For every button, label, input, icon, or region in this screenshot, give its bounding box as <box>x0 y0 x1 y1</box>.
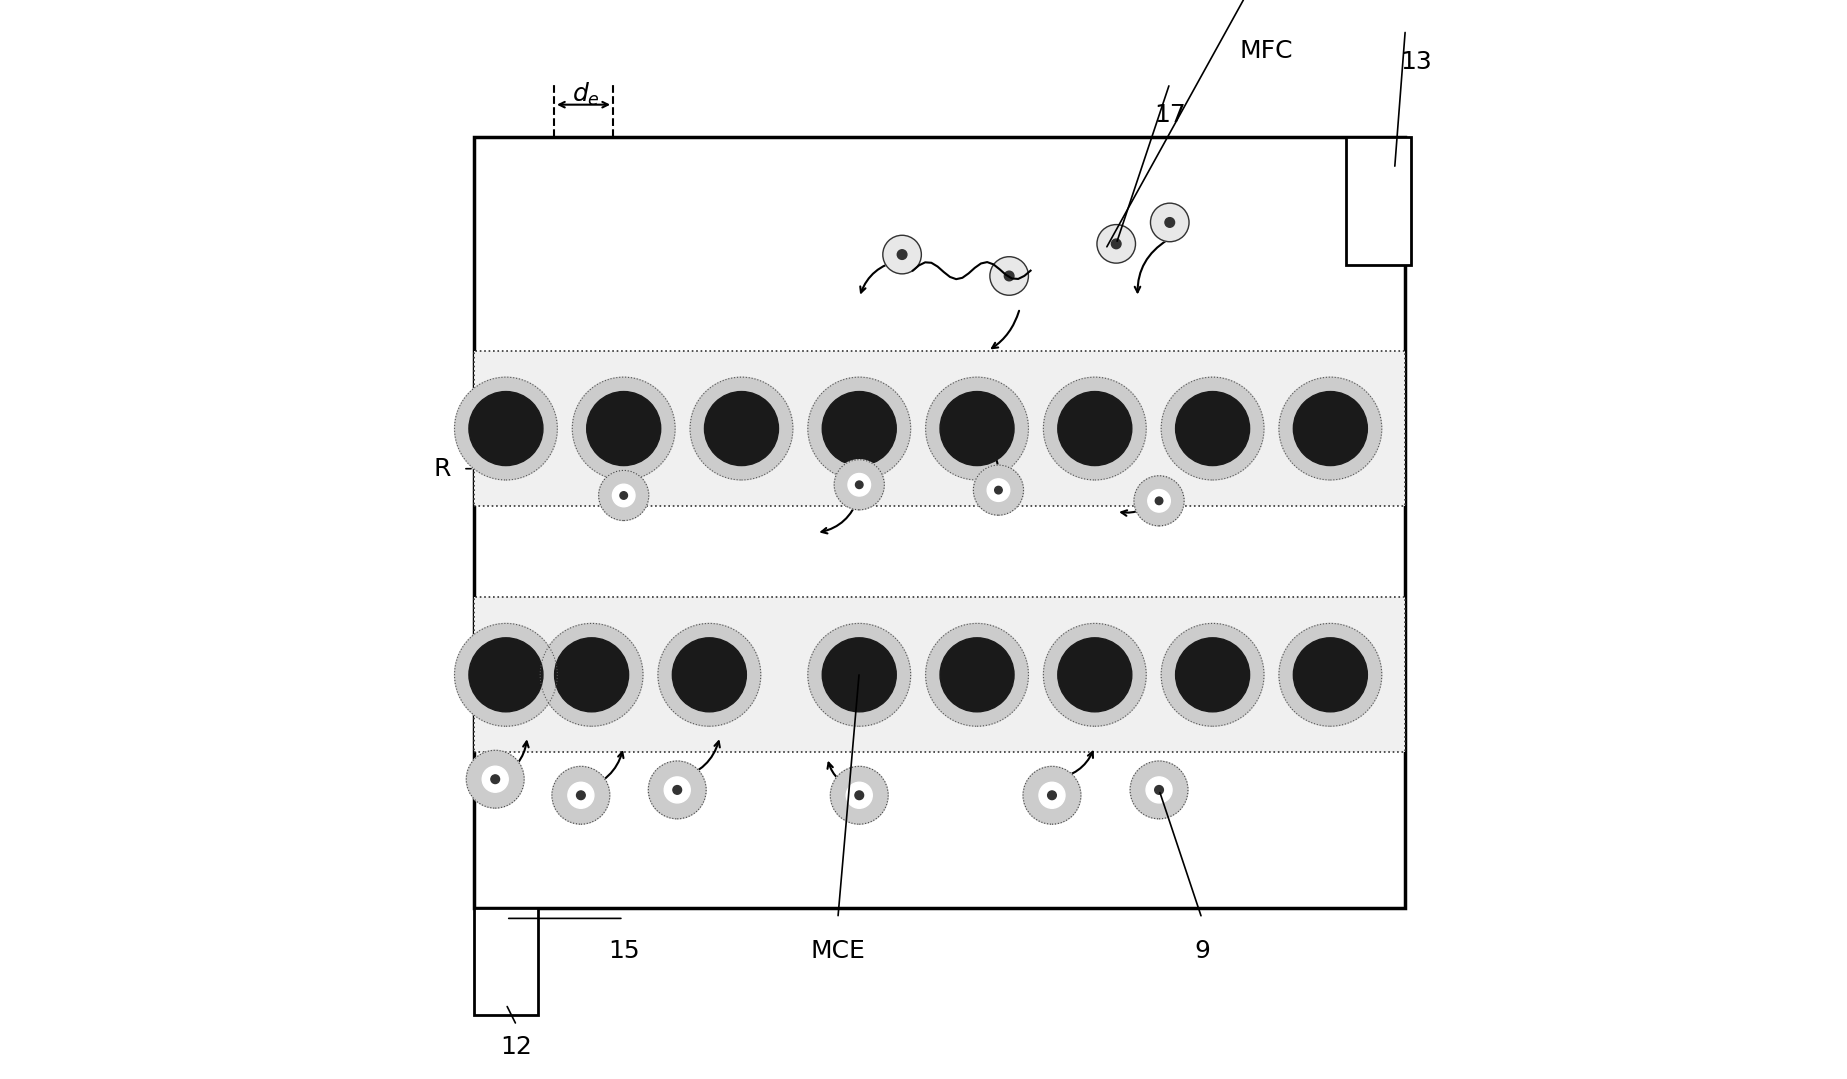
Circle shape <box>454 624 558 726</box>
Circle shape <box>925 378 1029 480</box>
Circle shape <box>883 235 922 274</box>
Circle shape <box>1058 638 1132 712</box>
Circle shape <box>704 392 778 465</box>
Circle shape <box>672 786 682 794</box>
Circle shape <box>1130 761 1188 819</box>
Circle shape <box>587 392 661 465</box>
Text: MFC: MFC <box>1239 39 1293 64</box>
Circle shape <box>576 791 585 800</box>
Text: 9: 9 <box>1193 939 1210 962</box>
Circle shape <box>1145 777 1173 803</box>
Circle shape <box>598 470 648 520</box>
Circle shape <box>1175 638 1250 712</box>
FancyBboxPatch shape <box>475 137 1406 907</box>
Text: $d_e$: $d_e$ <box>573 80 600 108</box>
Circle shape <box>855 791 864 800</box>
Circle shape <box>1165 218 1175 228</box>
Circle shape <box>672 638 746 712</box>
Circle shape <box>573 378 676 480</box>
Circle shape <box>1278 378 1382 480</box>
Circle shape <box>1278 624 1382 726</box>
Text: R: R <box>432 456 451 481</box>
Circle shape <box>1040 782 1066 808</box>
Circle shape <box>1293 638 1367 712</box>
Circle shape <box>1097 224 1136 263</box>
Circle shape <box>835 460 885 509</box>
Circle shape <box>1023 766 1080 824</box>
Circle shape <box>1154 497 1164 505</box>
Circle shape <box>855 481 863 489</box>
Circle shape <box>1154 786 1164 794</box>
Circle shape <box>898 249 907 259</box>
Circle shape <box>1151 203 1189 242</box>
Circle shape <box>846 782 872 808</box>
Circle shape <box>1044 624 1147 726</box>
Circle shape <box>465 750 525 808</box>
FancyBboxPatch shape <box>475 351 1406 506</box>
Circle shape <box>665 777 691 803</box>
Circle shape <box>990 257 1029 296</box>
Circle shape <box>1134 476 1184 525</box>
Circle shape <box>454 378 558 480</box>
Circle shape <box>1047 791 1056 800</box>
Circle shape <box>554 638 628 712</box>
Circle shape <box>925 624 1029 726</box>
Circle shape <box>807 624 911 726</box>
Circle shape <box>1044 378 1147 480</box>
Circle shape <box>1147 490 1171 513</box>
Text: 17: 17 <box>1154 104 1186 127</box>
Circle shape <box>1175 392 1250 465</box>
Circle shape <box>482 766 508 792</box>
Circle shape <box>567 782 595 808</box>
Text: 15: 15 <box>608 939 639 962</box>
Circle shape <box>1162 378 1263 480</box>
Circle shape <box>986 479 1010 502</box>
Circle shape <box>940 392 1014 465</box>
Circle shape <box>539 624 643 726</box>
Circle shape <box>822 392 896 465</box>
Circle shape <box>469 638 543 712</box>
Circle shape <box>1058 392 1132 465</box>
Circle shape <box>621 492 628 500</box>
Circle shape <box>807 378 911 480</box>
Circle shape <box>613 484 635 507</box>
Text: MCE: MCE <box>811 939 864 962</box>
FancyBboxPatch shape <box>475 597 1406 752</box>
FancyBboxPatch shape <box>1346 137 1411 265</box>
Circle shape <box>1112 240 1121 248</box>
Circle shape <box>831 766 888 824</box>
Circle shape <box>691 378 792 480</box>
Circle shape <box>648 761 706 819</box>
FancyBboxPatch shape <box>475 907 537 1014</box>
Circle shape <box>491 775 499 783</box>
Circle shape <box>658 624 761 726</box>
Circle shape <box>822 638 896 712</box>
Circle shape <box>469 392 543 465</box>
Circle shape <box>848 474 870 496</box>
Circle shape <box>1293 392 1367 465</box>
Circle shape <box>940 638 1014 712</box>
Circle shape <box>996 487 1003 494</box>
Circle shape <box>973 465 1023 515</box>
Circle shape <box>552 766 610 824</box>
Circle shape <box>1005 271 1014 281</box>
Circle shape <box>1162 624 1263 726</box>
Text: 13: 13 <box>1400 50 1431 73</box>
Text: 12: 12 <box>501 1035 532 1058</box>
